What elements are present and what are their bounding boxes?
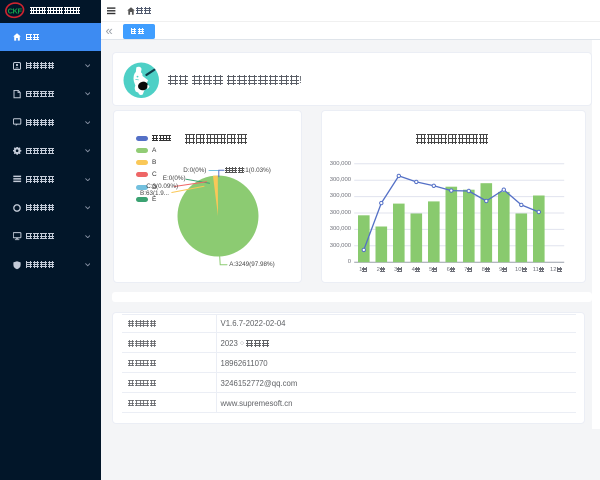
svg-text:CKF: CKF [8, 6, 23, 15]
